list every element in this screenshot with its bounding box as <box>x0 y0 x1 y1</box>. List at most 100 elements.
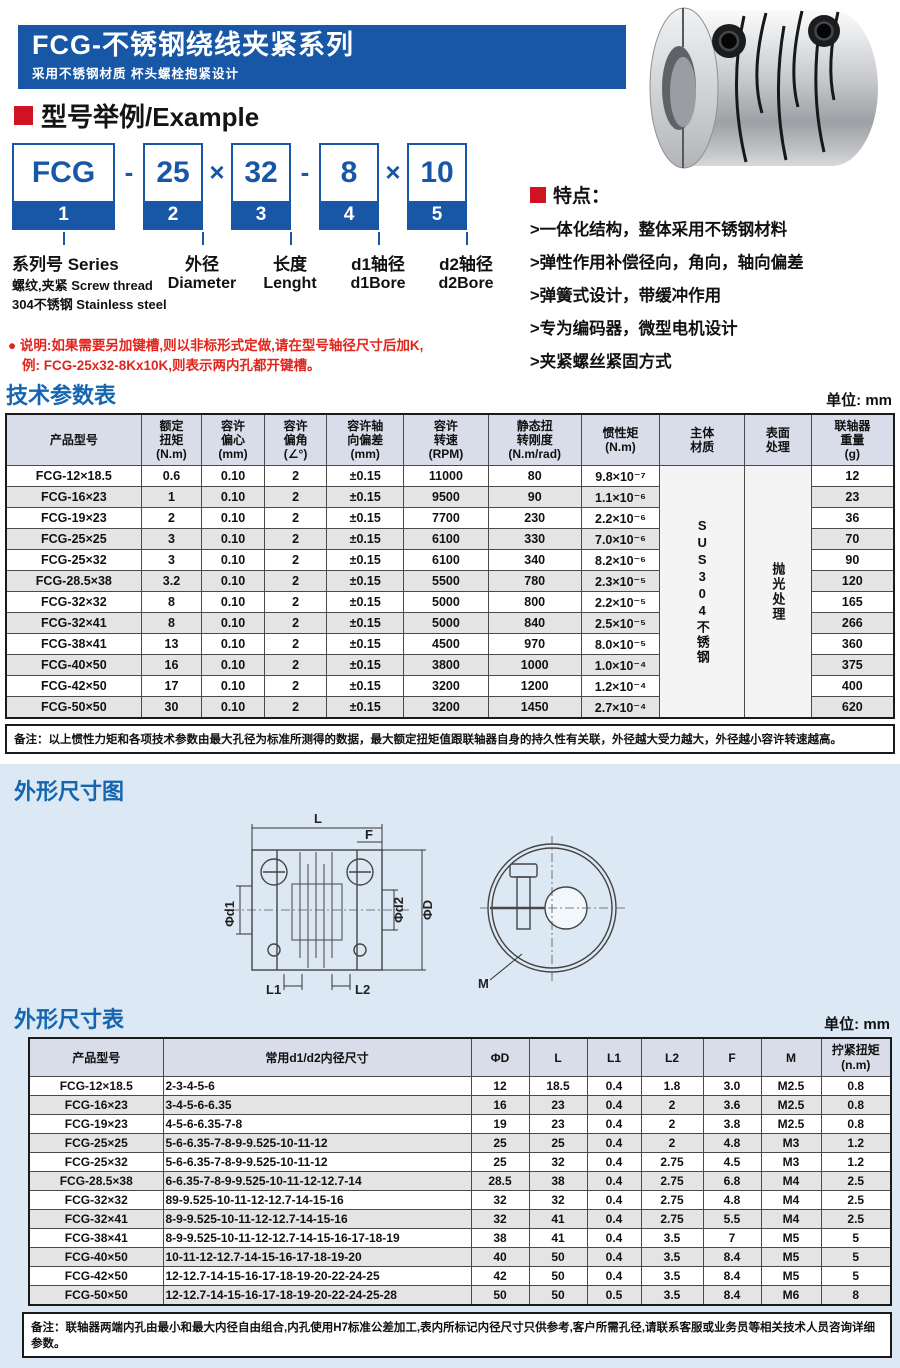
value-cell: 32 <box>470 1189 530 1210</box>
value-cell: 230 <box>487 507 582 530</box>
value-cell: 0.4 <box>586 1151 642 1172</box>
tech-table-head: 技术参数表 单位: mm <box>6 378 892 410</box>
value-cell: 16 <box>140 654 203 677</box>
segment-label-d2bore: d2轴径 d2Bore <box>438 255 494 292</box>
value-cell: 32 <box>528 1189 588 1210</box>
value-cell: 50 <box>528 1246 588 1267</box>
value-cell: M2.5 <box>760 1094 822 1115</box>
value-cell: 2.75 <box>640 1170 704 1191</box>
bore-sizes-cell: 5-6-6.35-7-8-9-9.525-10-11-12 <box>162 1151 472 1172</box>
column-header: 产品型号 <box>28 1037 164 1077</box>
value-cell: ±0.15 <box>326 633 405 656</box>
table-row: FCG-38×41 8-9-9.525-10-11-12-12.7-14-15-1… <box>28 1227 892 1248</box>
value-cell: 0.10 <box>201 591 265 614</box>
value-cell: 0.4 <box>586 1113 642 1134</box>
value-cell: 3.0 <box>702 1075 762 1096</box>
table-row: FCG-28.5×38 3.2 0.10 2 ±0.15 5500 780 2.3×10⁻⁵ 1… <box>5 570 895 593</box>
tick <box>378 232 380 245</box>
model-segment-series: FCG 1 <box>12 143 115 230</box>
weight-cell: 165 <box>810 591 895 614</box>
value-cell: 2 <box>140 507 203 530</box>
value-cell: 41 <box>528 1227 588 1248</box>
value-cell: 0.10 <box>201 696 265 719</box>
value-cell: 1.8 <box>640 1075 704 1096</box>
value-cell: 2 <box>263 465 328 488</box>
tech-parameters-table: 产品型号 额定 扭矩 (N.m) 容许 偏心 (mm) 容许 偏角 (∠°) 容… <box>5 413 895 720</box>
model-cell: FCG-12×18.5 <box>28 1075 164 1096</box>
value-cell: 50 <box>470 1284 530 1306</box>
value-cell: 3.5 <box>640 1265 704 1286</box>
bore-sizes-cell: 10-11-12-12.7-14-15-16-17-18-19-20 <box>162 1246 472 1267</box>
value-cell: 3 <box>140 528 203 551</box>
bore-sizes-cell: 4-5-6-6.35-7-8 <box>162 1113 472 1134</box>
value-cell: 2.5×10⁻⁵ <box>580 612 661 635</box>
model-cell: FCG-32×41 <box>28 1208 164 1229</box>
value-cell: 17 <box>140 675 203 698</box>
tick <box>202 232 204 245</box>
weight-cell: 12 <box>810 465 895 488</box>
column-header: 容许 偏角 (∠°) <box>263 413 328 467</box>
value-cell: 2.5 <box>820 1189 892 1210</box>
bore-sizes-cell: 5-6-6.35-7-8-9-9.525-10-11-12 <box>162 1132 472 1153</box>
model-code-breakdown: FCG 1 - 25 2 × 32 3 - 8 4 × 10 5 <box>12 143 467 230</box>
model-cell: FCG-40×50 <box>28 1246 164 1267</box>
value-cell: 1000 <box>487 654 582 677</box>
column-header: 常用d1/d2内径尺寸 <box>162 1037 472 1077</box>
dim-unit-label: 单位: mm <box>824 1016 890 1034</box>
value-cell: 28.5 <box>470 1170 530 1191</box>
segment-label-series: 系列号 Series 螺纹,夹紧 Screw thread 304不锈钢 Sta… <box>12 255 167 312</box>
value-cell: 80 <box>487 465 582 488</box>
value-cell: M3 <box>760 1132 822 1153</box>
value-cell: 5000 <box>403 612 489 635</box>
column-header: L2 <box>640 1037 704 1077</box>
model-cell: FCG-25×25 <box>28 1132 164 1153</box>
value-cell: ±0.15 <box>326 486 405 509</box>
value-cell: 2 <box>640 1113 704 1134</box>
value-cell: 0.4 <box>586 1075 642 1096</box>
value-cell: M6 <box>760 1284 822 1306</box>
tech-table-title: 技术参数表 <box>6 383 117 408</box>
value-cell: 0.5 <box>586 1284 642 1306</box>
svg-text:L1: L1 <box>266 982 281 997</box>
value-cell: 0.10 <box>201 675 265 698</box>
value-cell: ±0.15 <box>326 507 405 530</box>
value-cell: 840 <box>487 612 582 635</box>
table-row: FCG-12×18.5 0.6 0.10 2 ±0.15 11000 80 9.8×10⁻⁷ S… <box>5 465 895 719</box>
model-cell: FCG-25×32 <box>5 549 142 572</box>
bore-sizes-cell: 3-4-5-6-6.35 <box>162 1094 472 1115</box>
model-cell: FCG-12×18.5 <box>5 465 142 488</box>
svg-text:L: L <box>314 811 322 826</box>
table-row: FCG-40×50 16 0.10 2 ±0.15 3800 1000 1.0×10⁻⁴ 375 <box>5 654 895 677</box>
column-header: F <box>702 1037 762 1077</box>
value-cell: 5.5 <box>702 1208 762 1229</box>
model-cell: FCG-40×50 <box>5 654 142 677</box>
value-cell: 4.8 <box>702 1132 762 1153</box>
weight-cell: 360 <box>810 633 895 656</box>
value-cell: ±0.15 <box>326 612 405 635</box>
value-cell: 2 <box>263 591 328 614</box>
top-section: FCG-不锈钢绕线夹紧系列 采用不锈钢材质 杯头螺栓抱紧设计 <box>0 0 900 378</box>
red-square-bullet-icon <box>530 186 546 203</box>
weight-cell: 70 <box>810 528 895 551</box>
table-row: FCG-19×23 4-5-6-6.35-7-8 19 23 0.4 2 3.8 M2.5 0.… <box>28 1113 892 1134</box>
model-segment-d2bore: 10 5 <box>407 143 467 230</box>
value-cell: 32 <box>470 1208 530 1229</box>
feature-item: >夹紧螺丝紧固方式 <box>530 353 672 371</box>
value-cell: 3.8 <box>702 1113 762 1134</box>
value-cell: 2 <box>263 549 328 572</box>
table-header-row: 产品型号 额定 扭矩 (N.m) 容许 偏心 (mm) 容许 偏角 (∠°) 容… <box>5 413 895 467</box>
value-cell: 780 <box>487 570 582 593</box>
value-cell: 8 <box>820 1284 892 1306</box>
column-header: 拧紧扭矩 (n.m) <box>820 1037 892 1077</box>
tick <box>290 232 292 245</box>
value-cell: 6100 <box>403 528 489 551</box>
table-row: FCG-25×32 3 0.10 2 ±0.15 6100 340 8.2×10⁻⁶ 90 <box>5 549 895 572</box>
table-row: FCG-28.5×38 6-6.35-7-8-9-9.525-10-11-12-1… <box>28 1170 892 1191</box>
value-cell: 2 <box>263 633 328 656</box>
table-row: FCG-25×32 5-6-6.35-7-8-9-9.525-10-11-12 25… <box>28 1151 892 1172</box>
model-cell: FCG-19×23 <box>28 1113 164 1134</box>
bore-sizes-cell: 8-9-9.525-10-11-12-12.7-14-15-16-17-18-1… <box>162 1227 472 1248</box>
value-cell: 8.2×10⁻⁶ <box>580 549 661 572</box>
value-cell: 3200 <box>403 675 489 698</box>
value-cell: 0.4 <box>586 1208 642 1229</box>
